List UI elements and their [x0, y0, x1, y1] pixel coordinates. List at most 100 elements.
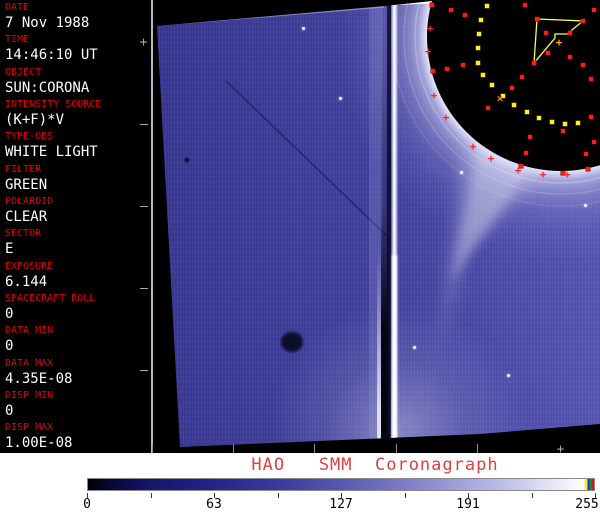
fiducial-red-cross: +: [424, 44, 432, 58]
field-value: GREEN: [5, 176, 48, 193]
field-label: DISP MIN: [5, 390, 54, 402]
pylon-bright-line: [391, 1, 398, 447]
fiducial-red-cross: +: [487, 151, 495, 165]
fiducial-yellow-square: [537, 116, 541, 120]
fiducial-red-square: [430, 3, 434, 7]
fiducial-red-square: [592, 8, 596, 12]
field-value: 6.144: [5, 273, 48, 290]
fiducial-red-square: [561, 129, 565, 133]
plot-title: HAO SMM Coronagraph: [251, 455, 499, 475]
fiducial-yellow-square: [476, 61, 480, 65]
colorbar-tick: [214, 493, 215, 498]
telemetry-field: SPACECRAFT ROLL 0: [0, 293, 150, 325]
bottom-axis-tick: [396, 444, 397, 453]
white-speck: [583, 203, 587, 207]
fiducial-yellow-square: [481, 73, 485, 77]
fiducial-yellow-square: [477, 32, 481, 36]
fiducial-red-square: [584, 152, 588, 156]
field-value: 0: [5, 306, 14, 323]
fiducial-overlay-svg: [533, 18, 585, 65]
dark-dot-defect: [184, 157, 190, 163]
colorbar-tick-label: 127: [329, 497, 353, 512]
colorbar-tick: [468, 493, 469, 498]
fiducial-yellow-square: [501, 94, 505, 98]
colorbar-tick-label: 63: [206, 497, 222, 512]
field-label: INTENSITY SOURCE: [5, 99, 102, 111]
left-axis-plus-mark: +: [139, 35, 148, 50]
white-speck: [338, 96, 342, 100]
field-label: SPACECRAFT ROLL: [5, 293, 96, 305]
dark-blob-defect: [281, 332, 303, 352]
field-label: DATA MAX: [5, 357, 54, 369]
field-value: 14:46:10 UT: [5, 47, 98, 64]
fiducial-red-square: [568, 31, 572, 35]
fiducial-red-cross: +: [539, 167, 547, 181]
fiducial-red-square: [463, 13, 467, 17]
colorbar-tick: [150, 493, 152, 498]
field-value: 7 Nov 1988: [5, 15, 90, 31]
fiducial-red-square: [486, 106, 490, 110]
telemetry-field: OBJECT SUN:CORONA: [0, 67, 150, 99]
limb-ring: [414, 1, 600, 184]
white-speck: [459, 170, 463, 174]
telemetry-field: DATA MIN 0: [0, 325, 150, 357]
telemetry-field: FILTER GREEN: [0, 164, 150, 196]
field-label: TYPE-OBS: [5, 131, 54, 143]
footer-panel: HAO SMM Coronagraph 0 63 127 191 255: [0, 453, 600, 512]
fiducial-red-square: [445, 67, 449, 71]
fiducial-red-square: [568, 55, 572, 59]
fiducial-yellow-square: [576, 121, 580, 125]
coronagraph-photo: [157, 1, 600, 447]
fiducial-red-square: [546, 51, 550, 55]
left-axis-tick: [140, 206, 148, 207]
fiducial-yellow-square: [512, 103, 516, 107]
telemetry-field: EXPOSURE 6.144: [0, 261, 150, 293]
fiducial-red-cross: +: [563, 167, 571, 181]
fiducial-red-square: [589, 115, 593, 119]
fiducial-orange-x: ×: [496, 91, 504, 105]
bottom-axis-tick: [152, 444, 153, 453]
fiducial-red-square: [561, 171, 565, 175]
fiducial-red-square: [589, 77, 593, 81]
plate-left-frame-edge: [151, 0, 153, 453]
field-label: FILTER: [5, 163, 42, 175]
fiducial-red-square: [431, 69, 435, 73]
telemetry-field: DATE 7 Nov 1988: [0, 2, 150, 34]
telemetry-field: DISP MAX 1.00E-08: [0, 422, 150, 453]
scratch-line: [225, 80, 390, 239]
fiducial-red-square: [544, 31, 548, 35]
field-label: SECTOR: [5, 228, 42, 240]
image-stage: DATE 7 Nov 1988 TIME 14:46:10 UT OBJECT SUN:C…: [0, 0, 600, 453]
colorbar-tick: [277, 493, 279, 498]
fiducial-red-cross: +: [469, 139, 477, 153]
fiducial-red-square: [461, 63, 465, 67]
telemetry-field: SECTOR E: [0, 228, 150, 260]
telemetry-sidebar: DATE 7 Nov 1988 TIME 14:46:10 UT OBJECT SUN:C…: [0, 0, 150, 453]
fiducial-red-square: [449, 8, 453, 12]
colorbar-tick-label: 0: [83, 497, 91, 512]
fiducial-red-square: [510, 86, 514, 90]
field-label: EXPOSURE: [5, 260, 54, 272]
pylon-bright-core: [392, 255, 397, 447]
colorbar-tick: [595, 493, 596, 498]
fiducial-red-cross: +: [442, 110, 450, 124]
field-label: TIME: [5, 34, 30, 46]
intensity-colorbar: [87, 478, 595, 491]
telemetry-field: INTENSITY SOURCE (K+F)*V: [0, 99, 150, 131]
field-label: POLAROID: [5, 196, 54, 208]
field-value: 4.35E-08: [5, 370, 73, 387]
field-value: (K+F)*V: [5, 112, 65, 129]
fiducial-orange-plus: +: [555, 35, 563, 49]
field-value: CLEAR: [5, 209, 48, 226]
colorbar-tick: [341, 493, 342, 498]
fiducial-red-square: [528, 135, 532, 139]
telemetry-field: TIME 14:46:10 UT: [0, 34, 150, 66]
fiducial-yellow-square: [476, 46, 480, 50]
colorbar-tick: [404, 493, 406, 498]
fiducial-yellow-square: [550, 120, 554, 124]
field-value: E: [5, 241, 14, 258]
fiducial-red-square: [581, 19, 585, 23]
telemetry-field: TYPE-OBS WHITE LIGHT: [0, 131, 150, 163]
fiducial-red-square: [592, 140, 596, 144]
